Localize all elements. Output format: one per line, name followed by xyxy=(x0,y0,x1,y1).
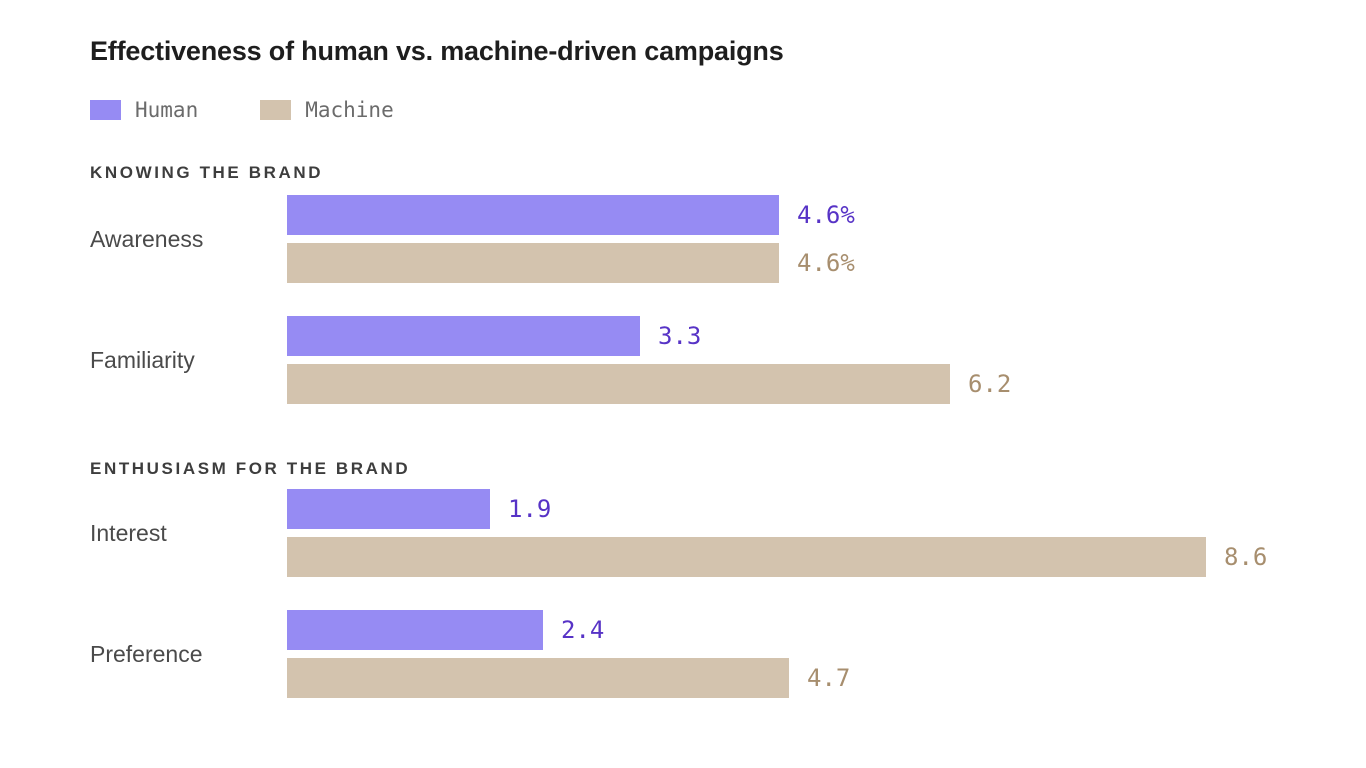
machine-bar-preference xyxy=(287,658,789,698)
category-label-familiarity: Familiarity xyxy=(90,347,195,373)
bar-row-machine-familiarity: 6.2 xyxy=(287,364,1011,404)
category-label-awareness: Awareness xyxy=(90,226,204,252)
section-header: KNOWING THE BRAND xyxy=(90,163,324,182)
bar-row-machine-awareness: 4.6% xyxy=(287,243,855,283)
human-value-awareness: 4.6% xyxy=(797,201,855,229)
human-value-interest: 1.9 xyxy=(508,495,552,523)
human-value-preference: 2.4 xyxy=(561,616,605,644)
legend: Human Machine xyxy=(90,98,394,122)
machine-bar-familiarity xyxy=(287,364,950,404)
legend-label-human: Human xyxy=(135,98,199,122)
human-bar-preference xyxy=(287,610,543,650)
legend-item-human: Human xyxy=(90,98,198,122)
machine-value-preference: 4.7 xyxy=(807,664,851,692)
bar-row-human-awareness: 4.6% xyxy=(287,195,855,235)
machine-swatch-icon xyxy=(260,100,292,120)
human-swatch-icon xyxy=(90,100,121,120)
bar-row-machine-interest: 8.6 xyxy=(287,537,1267,577)
category-label-interest: Interest xyxy=(90,520,167,546)
human-bar-familiarity xyxy=(287,316,640,356)
human-bar-interest xyxy=(287,489,490,529)
machine-bar-interest xyxy=(287,537,1206,577)
bar-row-human-familiarity: 3.3 xyxy=(287,316,701,356)
human-value-familiarity: 3.3 xyxy=(658,322,702,350)
legend-label-machine: Machine xyxy=(305,98,394,122)
machine-value-awareness: 4.6% xyxy=(797,249,855,277)
machine-bar-awareness xyxy=(287,243,779,283)
bar-row-machine-preference: 4.7 xyxy=(287,658,850,698)
category-label-preference: Preference xyxy=(90,641,203,667)
chart-title: Effectiveness of human vs. machine-drive… xyxy=(90,36,784,66)
bar-row-human-interest: 1.9 xyxy=(287,489,551,529)
machine-value-familiarity: 6.2 xyxy=(968,370,1012,398)
human-bar-awareness xyxy=(287,195,779,235)
legend-item-machine: Machine xyxy=(260,98,394,122)
section-header: ENTHUSIASM FOR THE BRAND xyxy=(90,459,411,478)
bar-row-human-preference: 2.4 xyxy=(287,610,604,650)
machine-value-interest: 8.6 xyxy=(1224,543,1268,571)
